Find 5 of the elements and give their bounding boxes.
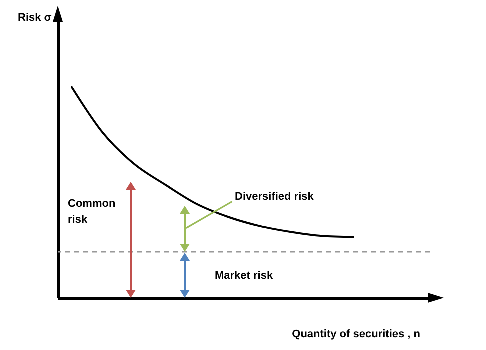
- annotation: Common risk: [68, 198, 116, 226]
- annotation: Market risk: [215, 270, 274, 282]
- x-axis-title: Quantity of securities , n: [292, 328, 421, 340]
- annotation: Diversified risk: [235, 191, 315, 203]
- text: Risk σ: [18, 12, 52, 24]
